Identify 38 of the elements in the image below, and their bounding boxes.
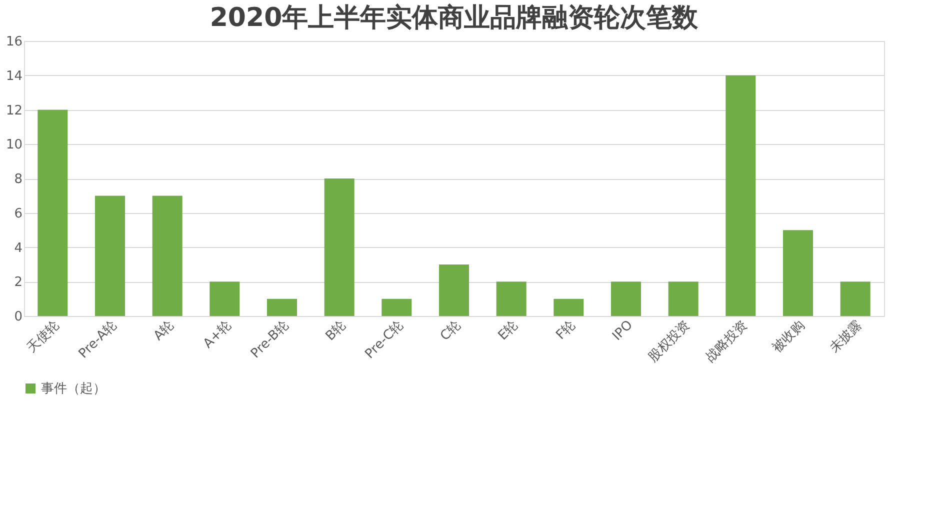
- x-tick-label: 被收购: [770, 318, 808, 356]
- bar: [726, 75, 756, 316]
- bar: [152, 196, 182, 316]
- bar: [611, 282, 641, 316]
- y-tick-label: 0: [14, 310, 22, 324]
- bar: [840, 282, 870, 316]
- bar: [668, 282, 698, 316]
- bar: [783, 230, 813, 316]
- x-tick-label: 战略投资: [703, 318, 751, 366]
- bar: [267, 298, 297, 316]
- chart-title: 2020年上半年实体商业品牌融资轮次笔数: [210, 3, 700, 33]
- bar: [496, 282, 526, 316]
- bar: [324, 178, 354, 316]
- x-tick-label: 未披露: [827, 318, 866, 356]
- x-tick-label: C轮: [438, 318, 464, 344]
- y-tick-label: 2: [14, 275, 22, 290]
- y-tick-label: 10: [6, 138, 22, 153]
- y-tick-label: 4: [14, 240, 22, 256]
- bar: [382, 298, 412, 316]
- x-tick-label: A轮: [151, 318, 178, 344]
- y-tick-label: 12: [6, 103, 22, 118]
- x-tick-label: 天使轮: [24, 318, 63, 356]
- bar: [554, 298, 584, 316]
- x-tick-label: F轮: [553, 318, 579, 343]
- bar: [95, 196, 125, 316]
- x-tick-label: IPO: [610, 318, 636, 344]
- y-tick-label: 6: [14, 206, 22, 222]
- bar: [38, 110, 68, 316]
- legend-label: 事件（起）: [41, 382, 106, 396]
- bar: [210, 282, 240, 316]
- x-tick-label: 股权投资: [646, 318, 694, 366]
- y-tick-label: 14: [6, 68, 22, 84]
- x-tick-label: B轮: [323, 318, 350, 344]
- y-tick-label: 8: [14, 172, 22, 187]
- x-tick-label: E轮: [496, 318, 522, 344]
- x-tick-label: A+轮: [200, 318, 235, 352]
- bar: [439, 264, 469, 316]
- y-tick-label: 16: [6, 34, 22, 50]
